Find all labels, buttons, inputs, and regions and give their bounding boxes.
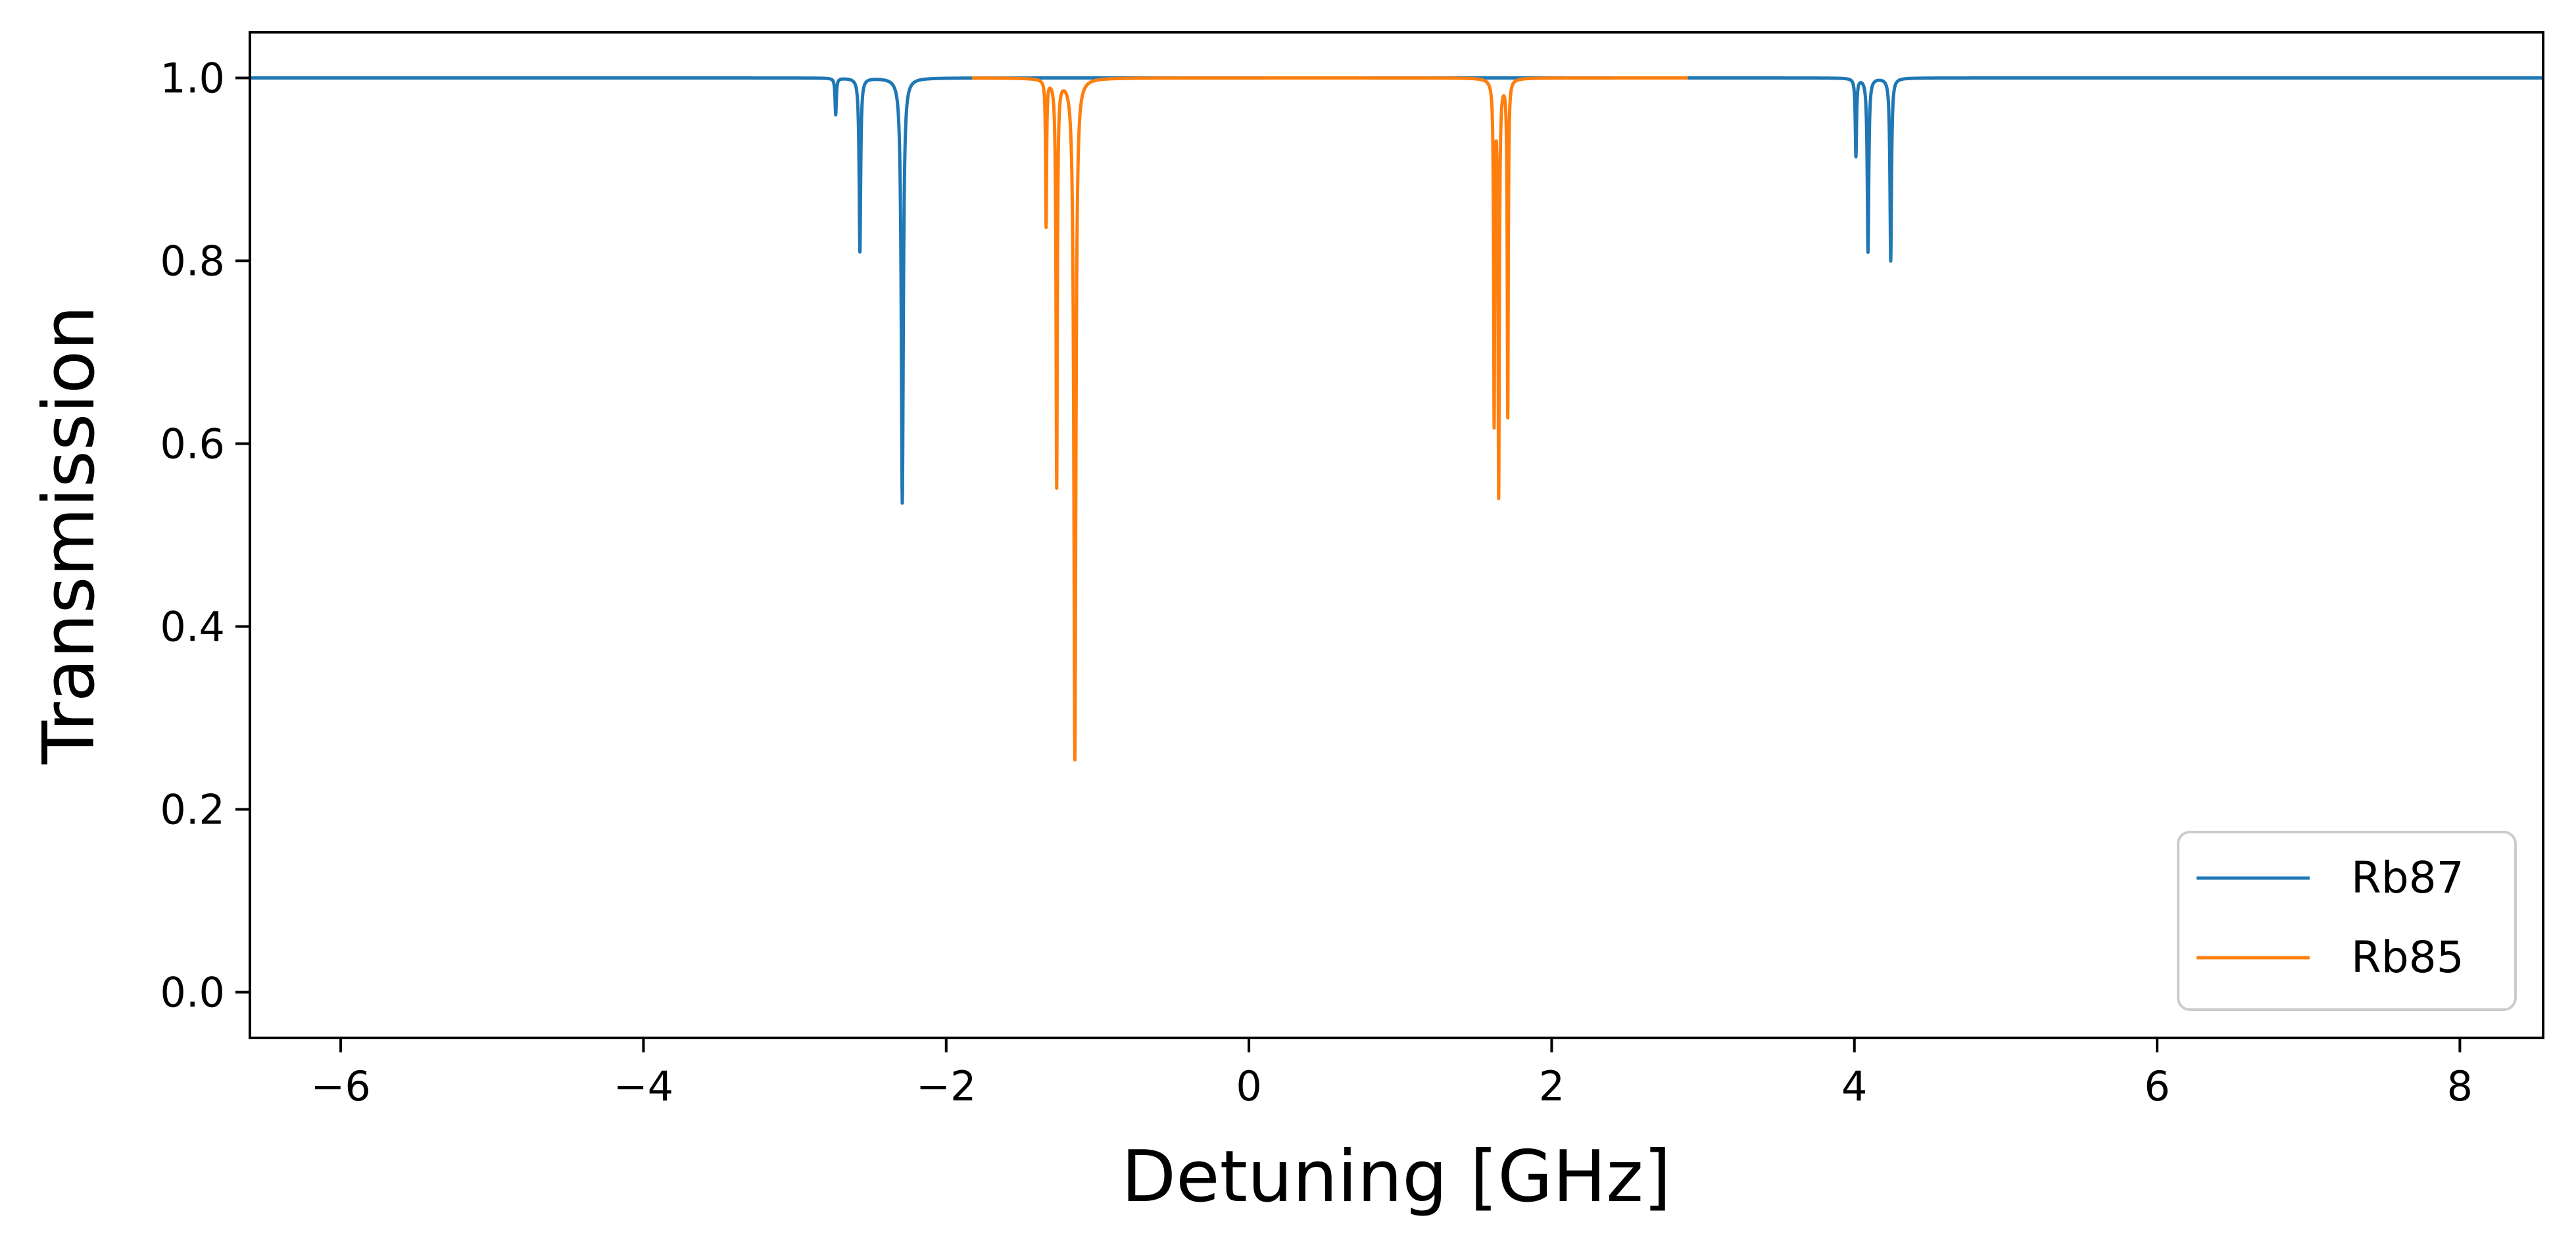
plot-area-background <box>250 32 2543 1038</box>
y-tick-label: 1.0 <box>160 55 225 103</box>
x-axis-ticks: −6 −4 −2 0 2 4 6 8 <box>310 1038 2473 1110</box>
x-tick-label: 4 <box>1841 1062 1867 1110</box>
x-axis-title: Detuning [GHz] <box>1121 1136 1671 1218</box>
x-tick-label: 8 <box>2447 1062 2473 1110</box>
x-tick-label: −4 <box>614 1062 673 1110</box>
y-tick-label: 0.6 <box>160 420 225 468</box>
plot-frame <box>249 31 2544 1039</box>
x-tick-label: −6 <box>310 1062 370 1110</box>
x-tick-label: 6 <box>2144 1062 2170 1110</box>
y-axis-ticks: 0.0 0.2 0.4 0.6 0.8 1.0 <box>160 55 250 1017</box>
y-tick-label: 0.0 <box>160 969 225 1017</box>
legend-label-rb85: Rb85 <box>2351 932 2464 983</box>
y-tick-label: 0.4 <box>160 603 225 651</box>
y-axis-title: Transmission <box>28 305 110 765</box>
legend-box <box>2177 831 2517 1011</box>
legend-label-rb87: Rb87 <box>2351 852 2464 903</box>
x-tick-label: 0 <box>1236 1062 1261 1110</box>
series-layer <box>249 76 2544 762</box>
y-tick-label: 0.8 <box>160 237 225 285</box>
x-tick-label: −2 <box>916 1062 976 1110</box>
series-line-rb85 <box>971 76 1689 762</box>
x-tick-label: 2 <box>1539 1062 1565 1110</box>
y-tick-label: 0.2 <box>160 786 225 834</box>
legend: Rb87 Rb85 <box>2177 831 2517 1011</box>
